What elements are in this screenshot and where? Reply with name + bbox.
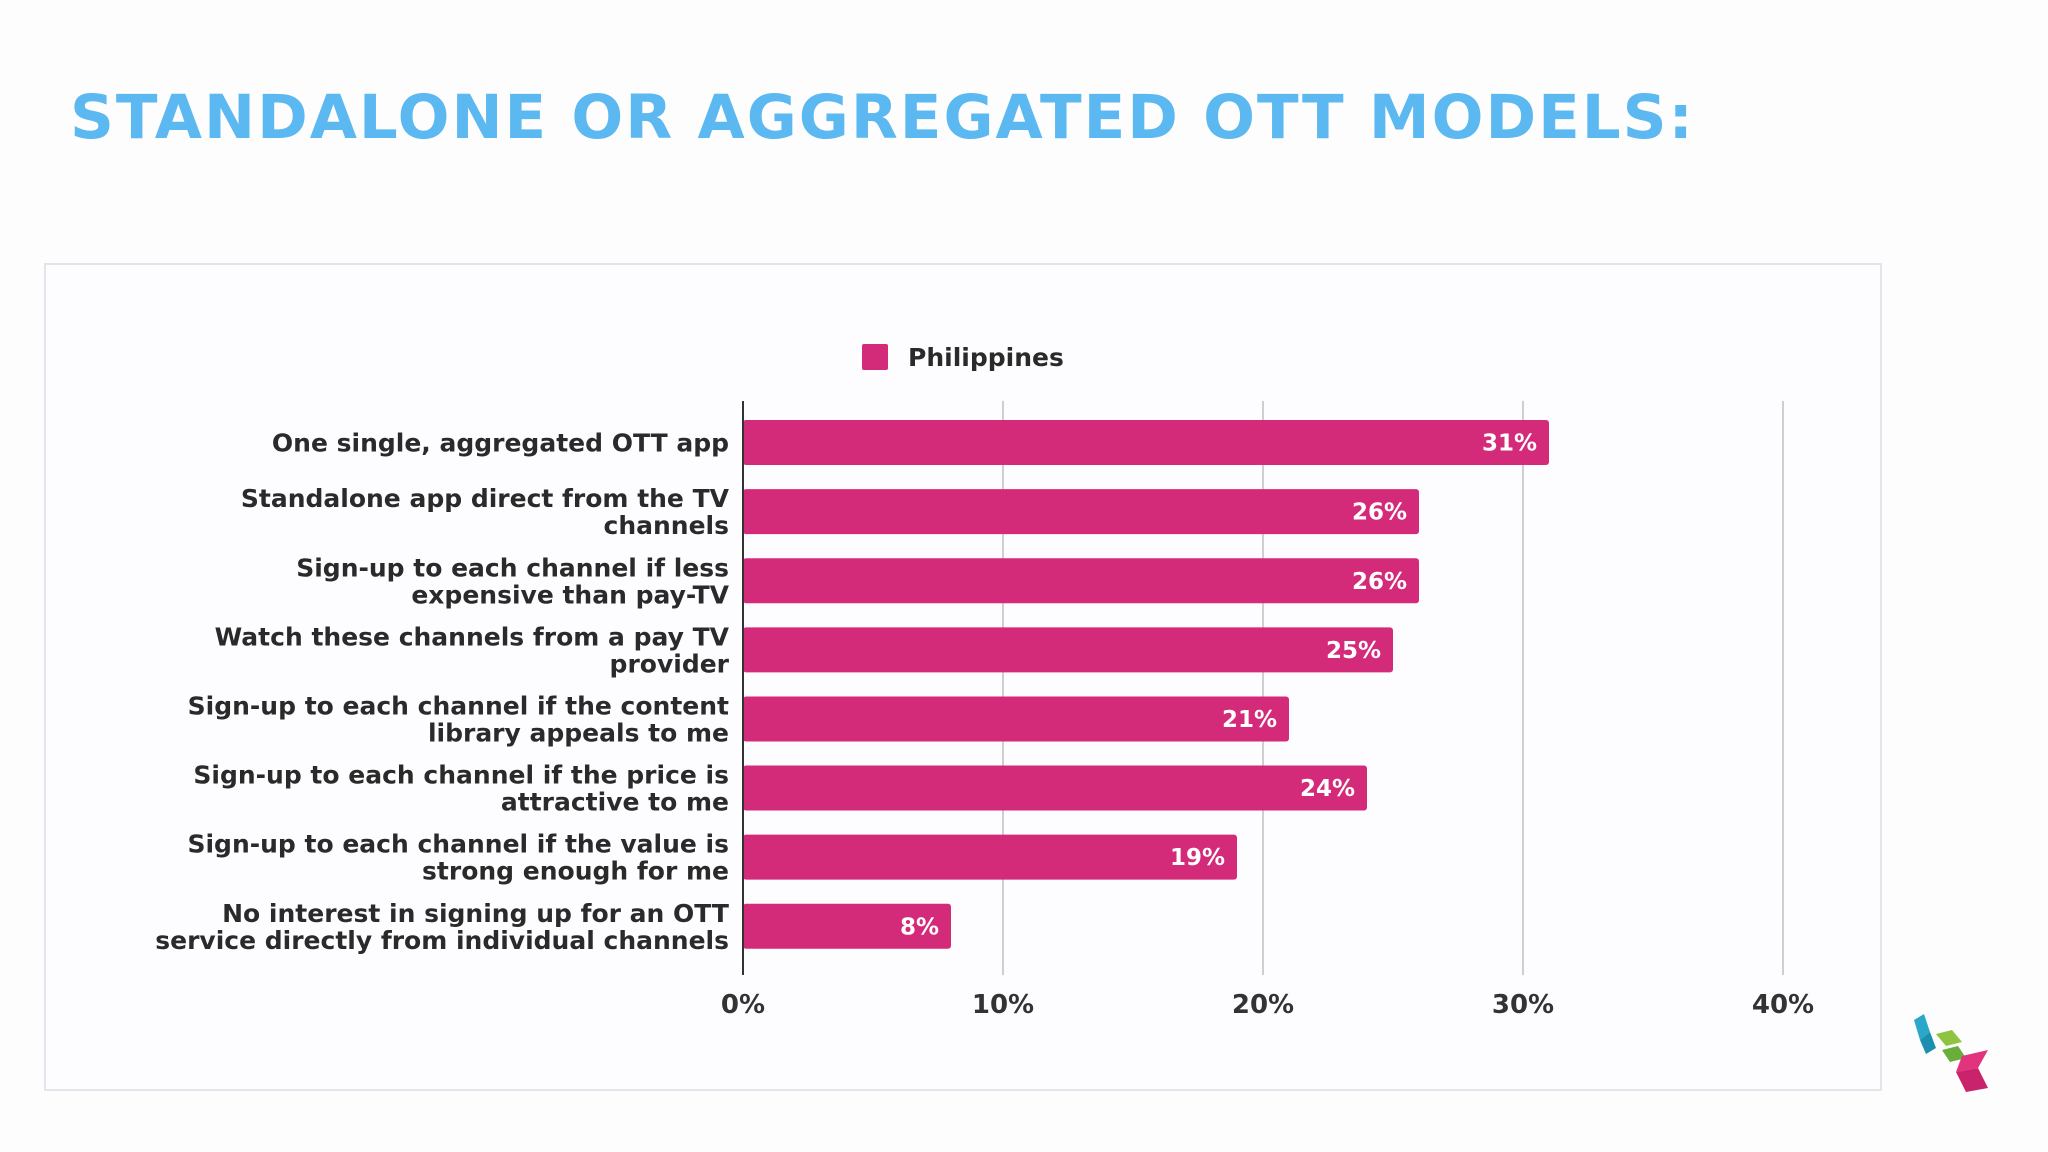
category-label: Sign-up to each channel if the content li… [188, 691, 729, 747]
x-tick-label: 10% [972, 990, 1034, 1020]
x-tick-label: 0% [721, 990, 765, 1020]
category-label: Watch these channels from a pay TV provid… [215, 622, 730, 678]
brand-logo-icon [1914, 1014, 1988, 1092]
x-tick-label: 20% [1232, 990, 1294, 1020]
category-label: Sign-up to each channel if the value is s… [187, 830, 729, 886]
bar [743, 489, 1419, 535]
category-label: Sign-up to each channel if the price is a… [193, 761, 729, 817]
bar [743, 834, 1237, 880]
data-label: 31% [1482, 431, 1537, 457]
legend-label: Philippines [908, 343, 1064, 372]
data-label: 8% [900, 914, 939, 940]
category-label: No interest in signing up for an OTT serv… [155, 899, 729, 955]
category-label: One single, aggregated OTT app [272, 429, 729, 458]
x-tick-label: 40% [1752, 990, 1814, 1020]
bar [743, 696, 1289, 742]
bar [743, 558, 1419, 604]
bar-chart: 0% 10% 20% 30% 40% 31% One single, aggregated … [155, 343, 1814, 1020]
category-label: Sign-up to each channel if less expensive… [296, 553, 729, 609]
data-label: 21% [1222, 707, 1277, 733]
x-tick-label: 30% [1492, 990, 1554, 1020]
data-label: 19% [1170, 845, 1225, 871]
data-label: 26% [1352, 500, 1407, 526]
slide-title: STANDALONE OR AGGREGATED OTT MODELS: [70, 82, 1695, 153]
chart-panel: 0% 10% 20% 30% 40% 31% One single, aggregated … [44, 263, 1882, 1091]
data-label: 26% [1352, 569, 1407, 595]
data-label: 24% [1300, 776, 1355, 802]
data-label: 25% [1326, 638, 1381, 664]
bar [743, 903, 951, 949]
category-label: Standalone app direct from the TV channel… [241, 484, 730, 540]
bar [743, 420, 1549, 466]
bar [743, 627, 1393, 673]
legend-swatch [862, 344, 888, 370]
bar [743, 765, 1367, 811]
